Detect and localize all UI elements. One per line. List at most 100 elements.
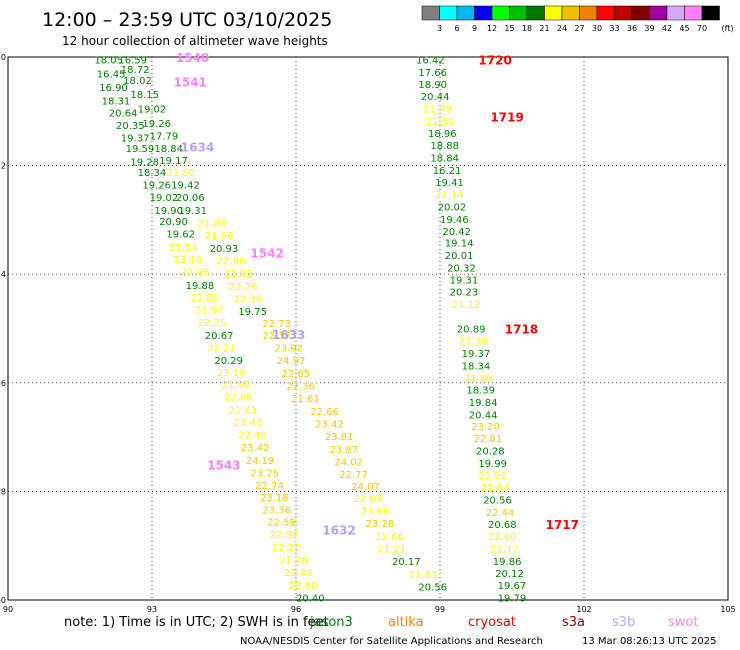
wave-height-value: 21.12 [490, 544, 519, 555]
wave-height-value: 22.26 [229, 282, 258, 293]
wave-height-value: 18.05 [94, 56, 123, 67]
scale-swatch [439, 5, 458, 21]
wave-height-value: 23.10 [174, 255, 203, 266]
pass-number-label: 1542 [250, 246, 283, 260]
pass-number-label: 1719 [490, 111, 523, 125]
wave-height-value: 22.27 [272, 543, 301, 554]
satellite-legend-item: cryosat [468, 615, 516, 630]
wave-height-value: 20.67 [205, 331, 234, 342]
wave-height-value: 18.34 [138, 168, 167, 179]
wave-height-value: 22.86 [217, 257, 246, 268]
map-grid [8, 57, 728, 600]
wave-height-value: 22.88 [284, 568, 313, 579]
scale-swatch [491, 5, 510, 21]
wave-height-value: 19.75 [238, 307, 267, 318]
lon-tick-label: 102 [576, 605, 591, 614]
lon-tick-label: 99 [435, 605, 445, 614]
wave-height-value: 19.02 [150, 193, 179, 204]
pass-labels: 1540 1541 1542 1543 1633 1632 1634 1720 1719 1718… [174, 51, 579, 537]
color-scale-legend: 3 6 9 12 15 18 21 24 27 30 33 36 39 42 45 70 (ft) [421, 5, 734, 33]
wave-height-value: 22.59 [267, 517, 296, 528]
wave-height-value: 23.10 [217, 368, 246, 379]
scale-label: 39 [644, 24, 654, 33]
wave-height-value: 19.28 [130, 157, 159, 168]
wave-height-value: 19.99 [478, 459, 507, 470]
wave-height-value: 20.28 [476, 447, 505, 458]
wave-height-value: 22.74 [255, 481, 284, 492]
wave-height-value: 19.46 [440, 215, 469, 226]
wave-height-value: 22.25 [198, 318, 227, 329]
scale-swatch [596, 5, 615, 21]
wave-height-value: 21.64 [481, 483, 510, 494]
wave-height-value: 21.21 [378, 544, 407, 555]
wave-height-value: 23.25 [250, 468, 279, 479]
wave-height-value: 19.26 [142, 181, 171, 192]
wave-height-value: 18.96 [428, 129, 457, 140]
wave-height-value: 20.56 [418, 582, 447, 593]
wave-height-value: 20.44 [469, 410, 498, 421]
wave-height-value: 19.31 [450, 276, 479, 287]
wave-height-value: 21.96 [205, 231, 234, 242]
scale-label: 70 [697, 24, 707, 33]
wave-height-value: 18.39 [466, 385, 495, 396]
wave-height-value: 19.42 [171, 181, 200, 192]
footer-credit: NOAA/NESDIS Center for Satellite Applica… [240, 636, 543, 647]
wave-height-value: 20.42 [442, 227, 471, 238]
scale-label: 12 [487, 24, 497, 33]
wave-height-value: 22.77 [339, 470, 368, 481]
scale-swatch [526, 5, 545, 21]
scale-swatch [684, 5, 703, 21]
wave-height-value: 21.12 [452, 300, 481, 311]
pass-number-label: 1718 [505, 323, 538, 337]
axis-tick-labels: 90 93 96 99 102 105 -50 -52 -54 -56 -58 -60 [0, 53, 736, 614]
scale-unit: (ft) [721, 24, 733, 33]
wave-height-value: 18.88 [430, 141, 459, 152]
wave-height-value: 23.66 [361, 506, 390, 517]
wave-height-value: 23.81 [325, 432, 354, 443]
wave-height-value: 20.35 [116, 121, 145, 132]
wave-height-value: 22.36 [286, 382, 315, 393]
wave-height-value: 19.62 [166, 229, 195, 240]
wave-height-value: 19.17 [159, 156, 188, 167]
wave-height-value: 19.88 [186, 281, 215, 292]
satellite-legend: jason3 altika cryosat s3a s3b swot [309, 615, 698, 630]
pass-number-label: 1717 [546, 518, 579, 532]
wave-height-value: 22.92 [270, 530, 299, 541]
scale-swatch [666, 5, 685, 21]
wave-height-value: 22.98 [181, 267, 210, 278]
wave-height-value: 20.44 [421, 92, 450, 103]
wave-height-value: 22.37 [262, 331, 291, 342]
scale-label: 45 [679, 24, 689, 33]
wave-height-value: 21.54 [169, 243, 198, 254]
wave-height-value: 23.42 [315, 420, 344, 431]
pass-number-label: 1634 [181, 141, 214, 155]
wave-height-value: 20.23 [450, 288, 479, 299]
wave-height-value: 23.36 [262, 505, 291, 516]
wave-height-value: 20.64 [109, 108, 138, 119]
wave-height-value: 22.21 [207, 344, 236, 355]
scale-swatch [561, 5, 580, 21]
lon-tick-label: 93 [147, 605, 157, 614]
wave-height-value: 21.83 [409, 570, 438, 581]
wave-height-value: 23.92 [274, 344, 303, 355]
wave-height-value: 21.91 [478, 471, 507, 482]
wave-height-value: 18.72 [121, 65, 150, 76]
scale-label: 15 [504, 24, 514, 33]
wave-height-value: 19.67 [498, 581, 527, 592]
scale-label: 36 [627, 24, 637, 33]
footer-timestamp: 13 Mar 08:26:13 UTC 2025 [582, 636, 717, 647]
wave-height-value: 16.45 [97, 69, 126, 80]
wave-height-value: 21.14 [435, 190, 464, 201]
scale-label: 30 [592, 24, 602, 33]
wave-height-value: 23.28 [366, 519, 395, 530]
satellite-legend-item: altika [388, 615, 424, 630]
wave-height-value: 22.04 [354, 494, 383, 505]
wave-height-value: 21.83 [198, 219, 227, 230]
wave-height-value: 21.90 [222, 380, 251, 391]
wave-height-value: 16.21 [433, 166, 462, 177]
wave-height-value: 21.61 [291, 394, 320, 405]
scale-swatch [456, 5, 475, 21]
satellite-legend-item: jason3 [309, 615, 353, 630]
wave-height-value: 22.66 [310, 407, 339, 418]
wave-height-value: 16.90 [99, 83, 128, 94]
